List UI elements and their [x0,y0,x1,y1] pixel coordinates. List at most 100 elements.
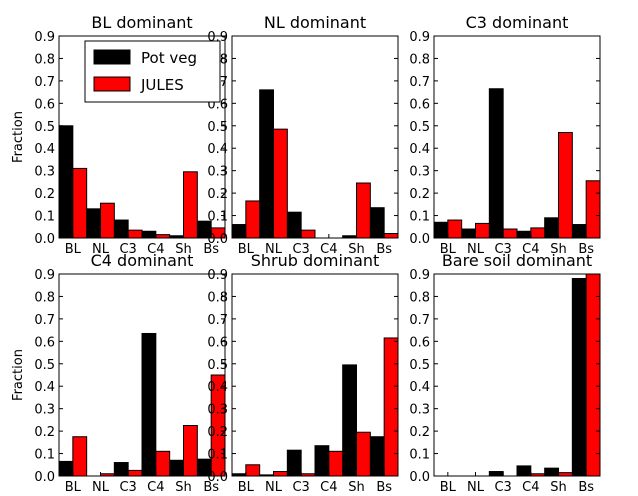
legend: Pot veg JULES [84,40,221,103]
y-tick-label: 0.2 [34,187,55,202]
panel-title: Shrub dominant [251,251,380,270]
y-tick-label: 0.3 [207,403,228,418]
x-tick-label: C4 [320,242,337,257]
y-tick-label: 0.0 [34,232,55,247]
bar-jules-nl [475,222,490,239]
y-tick-label: 0.7 [409,313,430,328]
y-tick-label: 0.1 [207,210,228,225]
x-tick-label: Sh [550,242,567,257]
x-tick-label: C3 [292,480,309,495]
y-tick-label: 0.8 [409,290,430,305]
bar-pot-veg-bs [369,207,385,239]
bar-pot-veg-sh [544,467,560,477]
legend-label: Pot veg [141,49,197,67]
bar-jules-c3 [127,229,143,239]
legend-swatch-jules [93,76,131,92]
panel-title: C4 dominant [91,251,194,270]
x-tick-label: BL [440,480,457,495]
bar-pot-veg-c3 [113,219,129,239]
bar-pot-veg-c4 [141,230,157,239]
bar-jules-c3 [300,229,316,239]
y-tick-label: 0.2 [409,187,430,202]
axes-frame [433,273,601,477]
x-tick-label: C3 [292,242,309,257]
bar-jules-bs [585,180,601,239]
y-tick-label: 0.9 [409,268,430,283]
bar-pot-veg-c3 [286,211,302,239]
y-tick-label: 0.2 [207,425,228,440]
y-tick-label: 0.5 [409,120,430,135]
y-tick-label: 0.9 [34,268,55,283]
y-tick-label: 0.5 [34,120,55,135]
y-tick-label: 0.6 [34,335,55,350]
axes-frame [58,35,226,239]
bar-jules-bs [383,337,399,477]
y-tick-label: 0.4 [34,142,55,157]
bar-pot-veg-c3 [286,449,302,477]
y-tick-label: 0.5 [409,358,430,373]
panel-title: C3 dominant [466,13,569,32]
y-axis-label: Fraction [11,349,26,401]
x-tick-label: C3 [119,242,136,257]
bar-pot-veg-c4 [314,445,330,477]
x-tick-label: NL [265,480,283,495]
y-tick-label: 0.7 [207,313,228,328]
panel-3: 0.0 0.1 0.2 0.3 0.4 0.5 0.6 0.7 0.8 0.9 BL NL C3 C4 Sh… [409,13,601,257]
panel-4: 0.0 0.1 0.2 0.3 0.4 0.5 0.6 0.7 0.8 0.9 BL NL C3 C4 Sh… [11,251,226,495]
x-tick-label: NL [92,242,110,257]
x-tick-label: NL [265,242,283,257]
bar-pot-veg-bs [571,277,587,477]
y-tick-label: 0.6 [34,97,55,112]
y-tick-label: 0.0 [409,470,430,485]
bar-jules-c3 [502,228,518,239]
y-tick-label: 0.0 [409,232,430,247]
y-tick-label: 0.7 [34,75,55,90]
bar-jules-c4 [530,227,546,239]
y-axis-label: Fraction [11,111,26,163]
y-tick-label: 0.1 [34,210,55,225]
bar-jules-nl [273,128,288,239]
axes-frame [433,35,601,239]
x-tick-label: BL [238,480,255,495]
y-tick-label: 0.5 [34,358,55,373]
y-tick-label: 0.9 [34,30,55,45]
bar-jules-bl [245,464,261,477]
bar-jules-sh [558,132,573,239]
y-tick-label: 0.1 [207,448,228,463]
bar-jules-c4 [328,450,344,477]
x-tick-label: BL [440,242,457,257]
y-tick-label: 0.9 [409,30,430,45]
y-tick-label: 0.6 [409,97,430,112]
bar-jules-sh [183,425,198,477]
y-tick-label: 0.0 [207,232,228,247]
x-tick-label: Bs [578,242,594,257]
x-tick-label: C4 [522,480,539,495]
bar-jules-c4 [155,450,171,477]
bar-pot-veg-c3 [488,88,504,239]
y-tick-label: 0.8 [409,52,430,67]
bar-jules-nl [100,202,115,239]
y-tick-label: 0.1 [34,448,55,463]
x-tick-label: Bs [203,242,219,257]
y-tick-label: 0.7 [409,75,430,90]
panel-1: 0.0 0.1 0.2 0.3 0.4 0.5 0.6 0.7 0.8 0.9 BL NL C3 C4 Sh… [11,13,226,257]
x-tick-label: Bs [203,480,219,495]
y-tick-label: 0.3 [207,165,228,180]
panel-title: BL dominant [91,13,192,32]
legend-label: JULES [140,76,184,94]
y-tick-label: 0.1 [409,448,430,463]
axes-frame [231,35,399,239]
bar-pot-veg-c3 [488,471,504,477]
y-tick-label: 0.5 [207,120,228,135]
panel-title: Bare soil dominant [442,251,592,270]
legend-swatch-pot-veg [93,49,131,65]
bar-jules-sh [183,171,198,239]
y-tick-label: 0.8 [207,290,228,305]
panel-2: 0.00.10.20.30.40.50.60.70.80.9BLNLC3C4Sh… [207,13,399,257]
x-tick-label: BL [65,242,82,257]
x-tick-label: C4 [522,242,539,257]
panel-title: NL dominant [264,13,366,32]
panel-5: 0.0 0.1 0.2 0.3 0.4 0.5 0.6 0.7 0.8 0.9 BL NL C3 C4 Sh… [207,251,399,495]
x-tick-label: Sh [348,242,365,257]
